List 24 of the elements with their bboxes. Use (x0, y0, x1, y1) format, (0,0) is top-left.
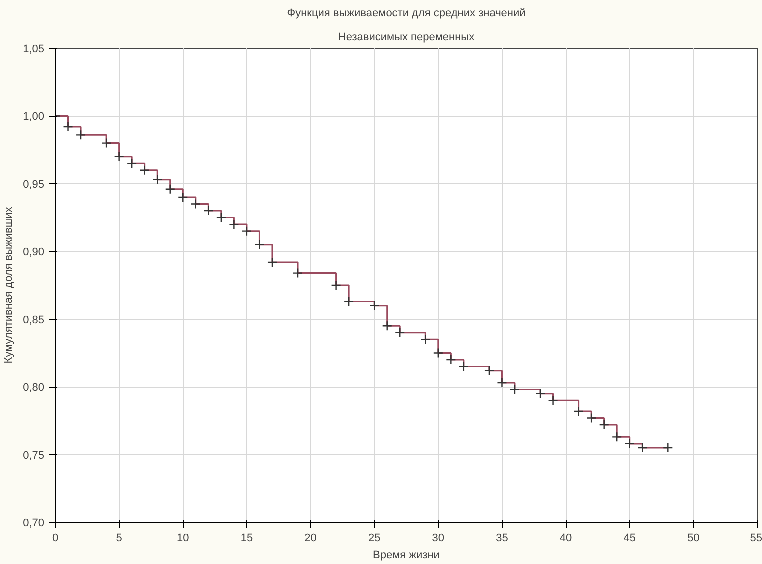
x-tick-label: 35 (496, 532, 508, 544)
x-tick-label: 15 (240, 532, 254, 544)
x-tick-label: 45 (624, 532, 636, 544)
x-axis-title: Время жизни (373, 550, 440, 562)
x-tick-label: 10 (177, 532, 190, 544)
y-tick-label: 0,90 (23, 246, 45, 259)
x-tick-label: 40 (560, 532, 572, 544)
y-tick-label: 0,75 (23, 450, 45, 462)
x-tick-label: 0 (52, 532, 59, 544)
chart-title: Функция выживаемости для средних значений (287, 8, 526, 20)
y-tick-label: 0,85 (23, 314, 45, 326)
chart-subtitle: Независимых переменных (338, 32, 476, 44)
x-tick-label: 25 (368, 532, 381, 544)
x-tick-label: 50 (688, 532, 700, 544)
x-tick-label: 30 (432, 532, 445, 544)
x-tick-label: 55 (750, 532, 762, 544)
x-tick-label: 20 (304, 532, 317, 544)
y-tick-label: 0,80 (23, 382, 45, 394)
y-tick-label: 0,70 (23, 518, 45, 530)
y-tick-label: 1,05 (23, 44, 45, 56)
x-tick-label: 5 (116, 532, 122, 544)
y-tick-label: 0,95 (23, 178, 45, 191)
y-axis-title: Кумулятивная доля выживших (3, 206, 16, 364)
y-tick-label: 1,00 (23, 111, 45, 124)
